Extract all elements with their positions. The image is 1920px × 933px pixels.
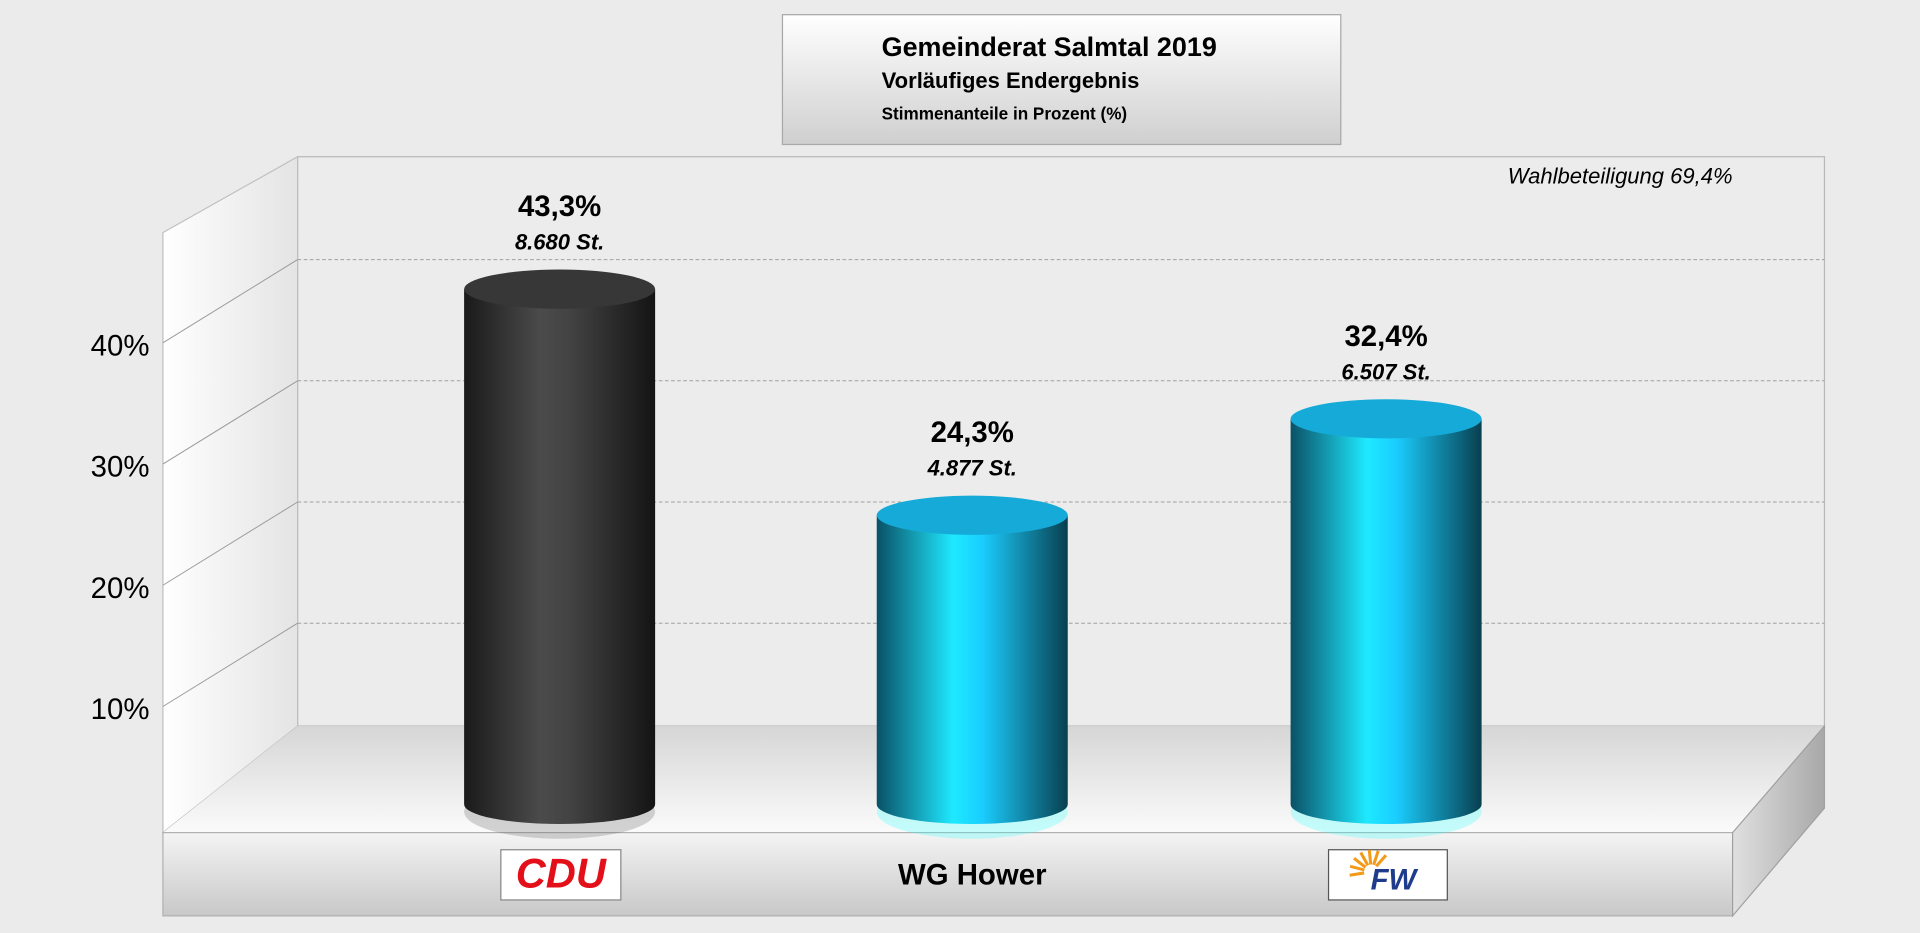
- bar: [876, 515, 1068, 825]
- logo-ray: [1349, 871, 1365, 877]
- title-box: [781, 14, 1342, 146]
- bars: 43,3% 8.680 St. 24,3% 4.877 St. 32,4% 6.507 S…: [464, 190, 1482, 839]
- axis-title: Stimmenanteile in Prozent (%): [882, 104, 1128, 124]
- x-tick-label: CDU: [516, 850, 607, 897]
- y-tick-label: 10%: [91, 693, 150, 726]
- logo-ray: [1372, 850, 1380, 866]
- value-label: 43,3%: [518, 190, 601, 223]
- annotation: Wahlbeteiligung 69,4%: [1508, 163, 1733, 188]
- chart-title: Gemeinderat Salmtal 2019: [882, 32, 1217, 62]
- grid-line-side: [162, 259, 298, 344]
- vote-label: 6.507 St.: [1341, 359, 1430, 384]
- left-wall: [162, 155, 299, 834]
- y-tick-label: 30%: [91, 451, 150, 484]
- logo-ray: [1349, 864, 1365, 872]
- x-tick-label: FW: [1371, 863, 1419, 896]
- vote-label: 4.877 St.: [927, 456, 1017, 481]
- bar-top: [464, 269, 656, 309]
- logo-box: [1327, 849, 1448, 901]
- logo-ray: [1375, 854, 1388, 868]
- bar: [464, 289, 656, 825]
- y-tick-label: 40%: [91, 329, 150, 362]
- logo-ray: [1359, 851, 1370, 867]
- base-side: [1731, 724, 1826, 918]
- value-label: 32,4%: [1344, 320, 1427, 353]
- value-label: 24,3%: [931, 416, 1014, 449]
- bar: [1290, 418, 1482, 825]
- y-tick-label: 20%: [91, 572, 150, 605]
- bar-top: [1290, 399, 1482, 439]
- bar-top: [876, 495, 1068, 535]
- logo-ray: [1353, 857, 1367, 869]
- grid-line-side: [162, 380, 298, 465]
- base: [162, 831, 1734, 917]
- logo-ray: [1367, 849, 1373, 865]
- grid-line-side: [162, 622, 298, 707]
- grid-line-side: [162, 501, 298, 586]
- logo-box: [500, 849, 622, 901]
- vote-label: 8.680 St.: [515, 230, 604, 255]
- x-tick-label: WG Hower: [898, 858, 1047, 891]
- chart-subtitle: Vorläufiges Endergebnis: [882, 68, 1140, 93]
